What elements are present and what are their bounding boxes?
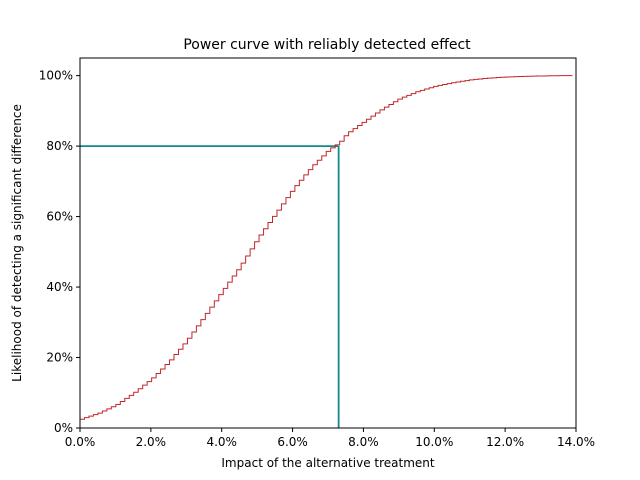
y-tick-label: 40%: [46, 280, 73, 294]
x-tick-label: 4.0%: [206, 435, 237, 449]
x-tick-label: 14.0%: [557, 435, 595, 449]
y-tick-label: 20%: [46, 351, 73, 365]
x-tick-label: 2.0%: [136, 435, 167, 449]
y-tick-label: 100%: [39, 69, 73, 83]
y-axis-label: Likelihood of detecting a significant di…: [10, 104, 24, 382]
y-tick-label: 60%: [46, 210, 73, 224]
power-curve-line: [80, 75, 573, 420]
plot-frame: [79, 57, 577, 429]
reference-lines: [80, 145, 340, 428]
chart-title: Power curve with reliably detected effec…: [183, 37, 471, 53]
y-axis: 0% 20% 40% 60% 80% 100%: [39, 69, 80, 435]
plot-area: [80, 58, 576, 428]
curve-layer: [80, 75, 573, 420]
x-axis-label: Impact of the alternative treatment: [221, 456, 434, 470]
x-tick-label: 12.0%: [486, 435, 524, 449]
y-tick-label: 0%: [54, 421, 73, 435]
y-tick-label: 80%: [46, 139, 73, 153]
x-axis: 0.0% 2.0% 4.0% 6.0% 8.0% 10.0% 12.0% 14.0%: [65, 428, 595, 449]
x-tick-label: 8.0%: [348, 435, 379, 449]
x-tick-label: 0.0%: [65, 435, 96, 449]
x-tick-label: 10.0%: [415, 435, 453, 449]
x-tick-label: 6.0%: [277, 435, 308, 449]
